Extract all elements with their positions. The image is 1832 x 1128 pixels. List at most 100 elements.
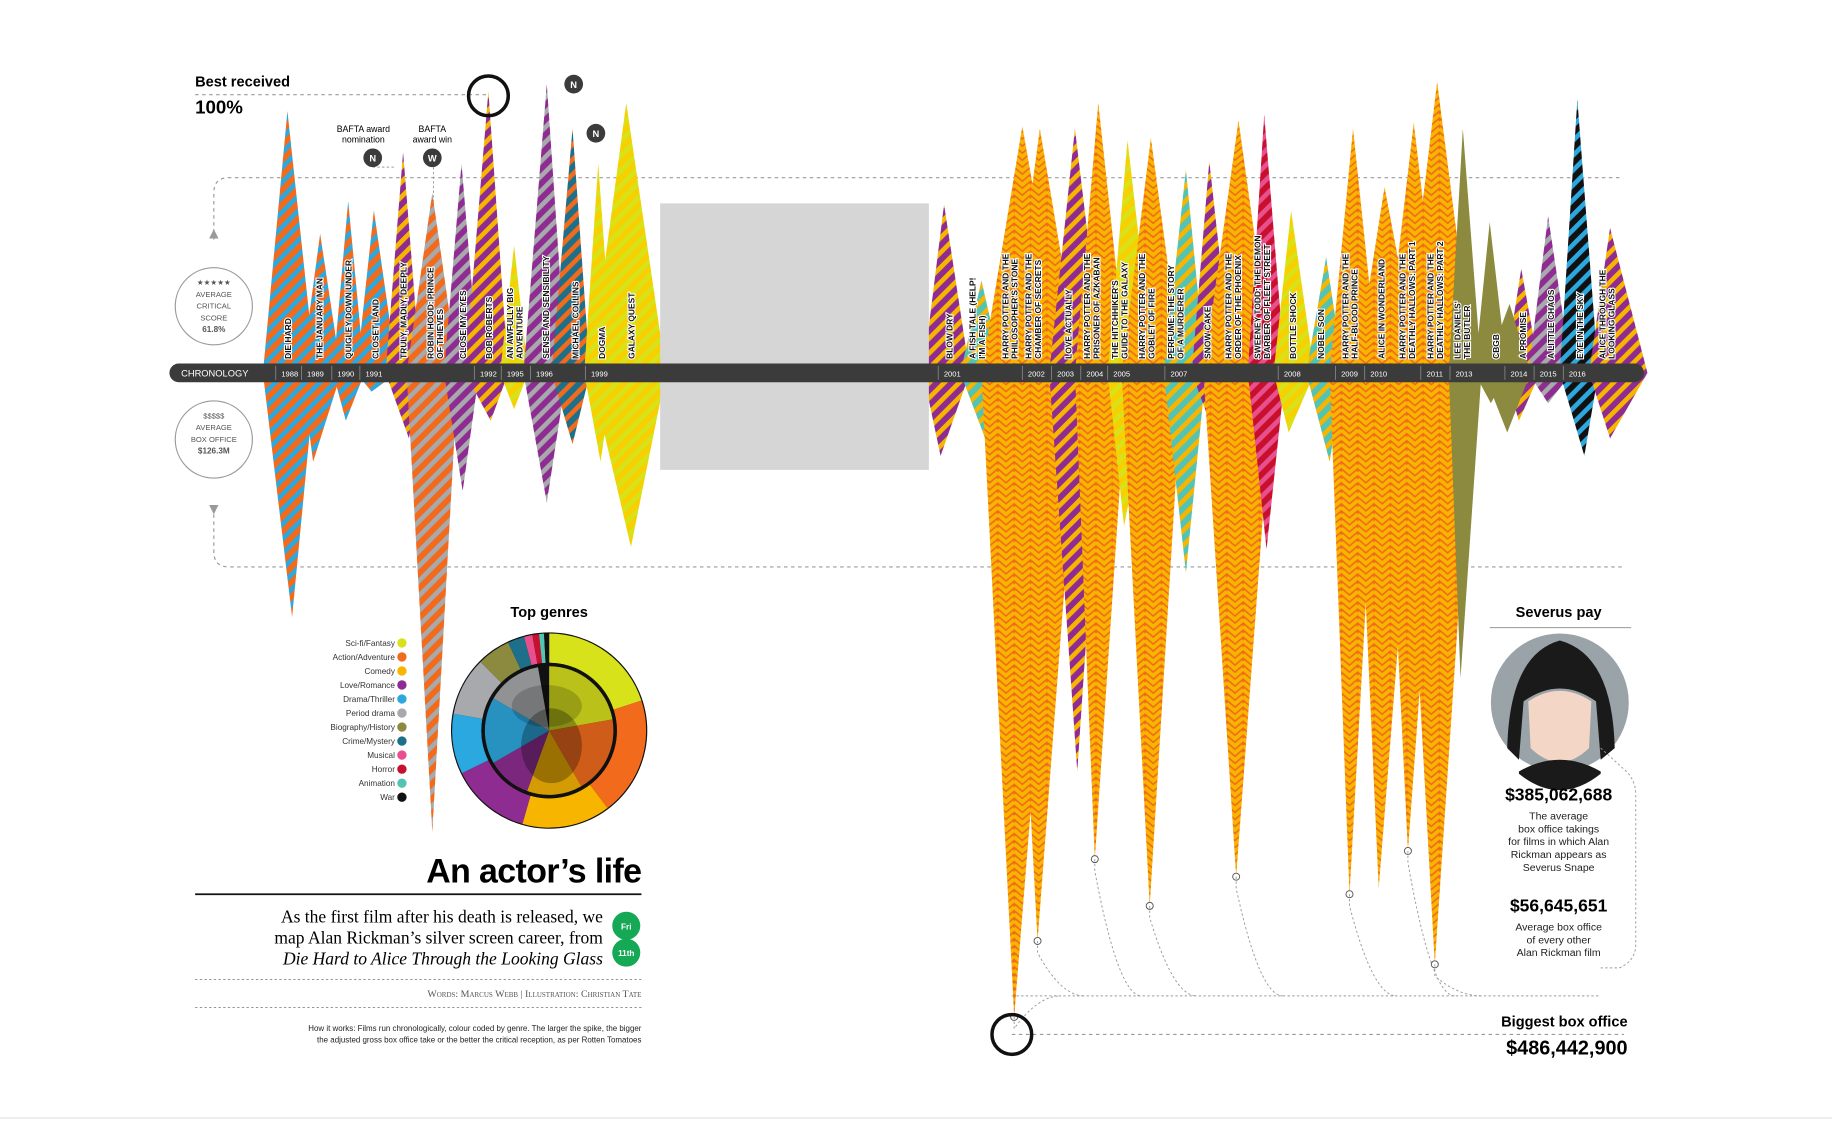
severus-pay-title: Severus pay — [1516, 605, 1603, 621]
film-label-group: ALICE THROUGH THE LOOKING GLASS — [1596, 268, 1617, 360]
top-guide — [213, 177, 1622, 240]
portrait-face-shade — [521, 708, 582, 784]
film-label-group: HARRY POTTER AND THE ORDER OF THE PHOENIX — [1222, 252, 1243, 360]
genre-donut-slice — [522, 784, 608, 828]
chronology-label: CHRONOLOGY — [181, 368, 249, 378]
how-it-works-line-1: How it works: Films run chronologically,… — [308, 1024, 642, 1033]
year-tick-label: 1992 — [480, 369, 497, 378]
credits: Words: Marcus Webb | Illustration: Chris… — [427, 989, 641, 1000]
film-label-group: THE JANUARY MAN — [313, 277, 325, 360]
arrow-down-icon — [209, 504, 219, 515]
chronology-bar — [169, 363, 1644, 383]
genre-legend-swatch — [397, 792, 407, 802]
film-spike-close-my-eyes — [443, 163, 480, 491]
genre-donut-slice — [539, 633, 546, 664]
film-title-label: DEATHLY HALLOWS: PART 1 — [1407, 241, 1417, 359]
film-title-label: NOBEL SON — [1316, 309, 1326, 359]
film-title-label: QUIGLEY DOWN UNDER — [344, 260, 354, 359]
film-title-label: BOB ROBERTS — [484, 296, 494, 359]
film-label-group: CLOSET LAND — [370, 298, 382, 360]
film-title-label: ADVENTURE — [514, 306, 524, 359]
film-title-label: SNOW CAKE — [1202, 306, 1212, 359]
genre-legend-swatch — [397, 722, 407, 732]
hp-leader — [1094, 859, 1142, 997]
film-title-label: A FISH TALE (HELP! — [968, 278, 978, 359]
film-title-label: ALICE THROUGH THE — [1597, 269, 1607, 359]
film-label-group: DOGMA — [596, 326, 608, 360]
film-label-group: HARRY POTTER AND THE HALF-BLOOD PRINCE — [1339, 252, 1360, 360]
film-label-group: BOTTLE SHOCK — [1287, 291, 1299, 359]
bafta-nomination-badge-collins-circle — [586, 123, 606, 143]
bafta-nomination-badge-sense-circle — [564, 74, 584, 94]
film-label-group: MICHAEL COLLINS — [569, 280, 581, 360]
hp-leader — [1235, 876, 1283, 997]
film-title-label: LOVE ACTUALLY — [1063, 289, 1073, 359]
biggest-box-office-ring — [990, 1012, 1034, 1057]
genre-legend-label: War — [380, 793, 395, 802]
film-label-group: BLOW DRY — [943, 312, 955, 360]
bottom-divider — [0, 1117, 1832, 1119]
hp-leader — [1013, 995, 1061, 1031]
portrait-segment — [549, 666, 613, 731]
film-label-group: HARRY POTTER AND THE DEATHLY HALLOWS: PAR… — [1397, 240, 1418, 360]
film-title-label: BOTTLE SHOCK — [1288, 293, 1298, 359]
bafta-nomination-label-2: nomination — [342, 135, 385, 145]
average-box-office-circle-line: AVERAGE — [196, 423, 232, 432]
film-title-label: OF A MURDERER — [1176, 288, 1186, 358]
other-films-average-desc: of every other — [1527, 934, 1592, 946]
film-label-group: NOBEL SON — [1315, 308, 1327, 360]
year-tick-label: 2004 — [1086, 369, 1103, 378]
genre-legend-swatch — [397, 666, 407, 676]
average-critical-score-circle-line: ★★★★★ — [197, 278, 231, 287]
severus-average-desc: box office takings — [1518, 823, 1599, 835]
film-title-label: PHILOSOPHER'S STONE — [1010, 259, 1020, 359]
film-title-label: HARRY POTTER AND THE — [1340, 253, 1350, 359]
portrait-segment — [493, 730, 550, 791]
film-label-group: THE HITCHHIKER'S GUIDE TO THE GALAXY — [1109, 260, 1130, 360]
film-title-label: OF THIEVES — [435, 308, 445, 358]
bafta-nomination-badge-sense: N — [570, 80, 577, 90]
genre-donut-slice — [453, 661, 502, 719]
bafta-nomination-badge: N — [369, 154, 376, 164]
film-title-label: BARBER OF FLEET STREET — [1262, 244, 1272, 359]
film-spike-harry-potter-and-the-goblet-of-fire — [1121, 137, 1183, 906]
film-label-group: HARRY POTTER AND THE DEATHLY HALLOWS: PAR… — [1425, 240, 1446, 360]
film-title-label: CHAMBER OF SECRETS — [1033, 259, 1043, 358]
year-tick-label: 2003 — [1057, 369, 1074, 378]
genre-donut-slice — [589, 700, 647, 809]
year-tick-label: 2013 — [1456, 369, 1473, 378]
severus-average-value: $385,062,688 — [1505, 785, 1612, 805]
film-label-group: SENSE AND SENSIBILITY — [540, 254, 552, 359]
genre-donut-slice — [549, 633, 642, 710]
film-title-label: DOGMA — [597, 327, 607, 359]
film-label-group: ROBIN HOOD: PRINCE OF THIEVES — [424, 266, 445, 360]
film-title-label: HARRY POTTER AND THE — [1223, 253, 1233, 359]
film-title-label: LOOKING GLASS — [1607, 288, 1617, 359]
film-title-label: I'M A FISH) — [977, 315, 987, 359]
hp-leader — [1349, 894, 1397, 997]
severus-average-desc: for films in which Alan — [1508, 836, 1609, 848]
date-badge-date: 11th — [618, 949, 634, 958]
film-title-label: DIE HARD — [283, 318, 293, 359]
genre-legend-swatch — [397, 708, 407, 718]
date-badge-day: Fri — [621, 922, 631, 931]
year-tick-label: 1999 — [591, 369, 608, 378]
year-tick-label: 1991 — [365, 369, 382, 378]
film-label-group: HARRY POTTER AND THE PRISONER OF AZKABAN — [1081, 252, 1102, 360]
bafta-win-label-2: award win — [413, 135, 453, 145]
film-title-label: ORDER OF THE PHOENIX — [1233, 255, 1243, 359]
film-spike-robin-hood-prince-of-thieves — [406, 192, 459, 833]
average-box-office-circle-line: BOX OFFICE — [191, 435, 237, 444]
film-title-label: DEATHLY HALLOWS: PART 2 — [1435, 241, 1445, 359]
year-tick-label: 2008 — [1284, 369, 1301, 378]
film-title-label: A LITTLE CHAOS — [1546, 289, 1556, 359]
film-label-group: QUIGLEY DOWN UNDER — [343, 259, 355, 360]
average-box-office-circle-line: $126.3M — [198, 447, 230, 456]
film-label-group: HARRY POTTER AND THE CHAMBER OF SECRETS — [1023, 252, 1044, 360]
film-spike-eye-in-the-sky — [1559, 99, 1599, 456]
bafta-win-badge: W — [428, 154, 437, 164]
genre-donut-slice — [532, 634, 543, 664]
film-title-label: HARRY POTTER AND THE — [1137, 253, 1147, 359]
genre-legend-label: Animation — [359, 779, 396, 788]
best-received-ring — [466, 74, 511, 118]
